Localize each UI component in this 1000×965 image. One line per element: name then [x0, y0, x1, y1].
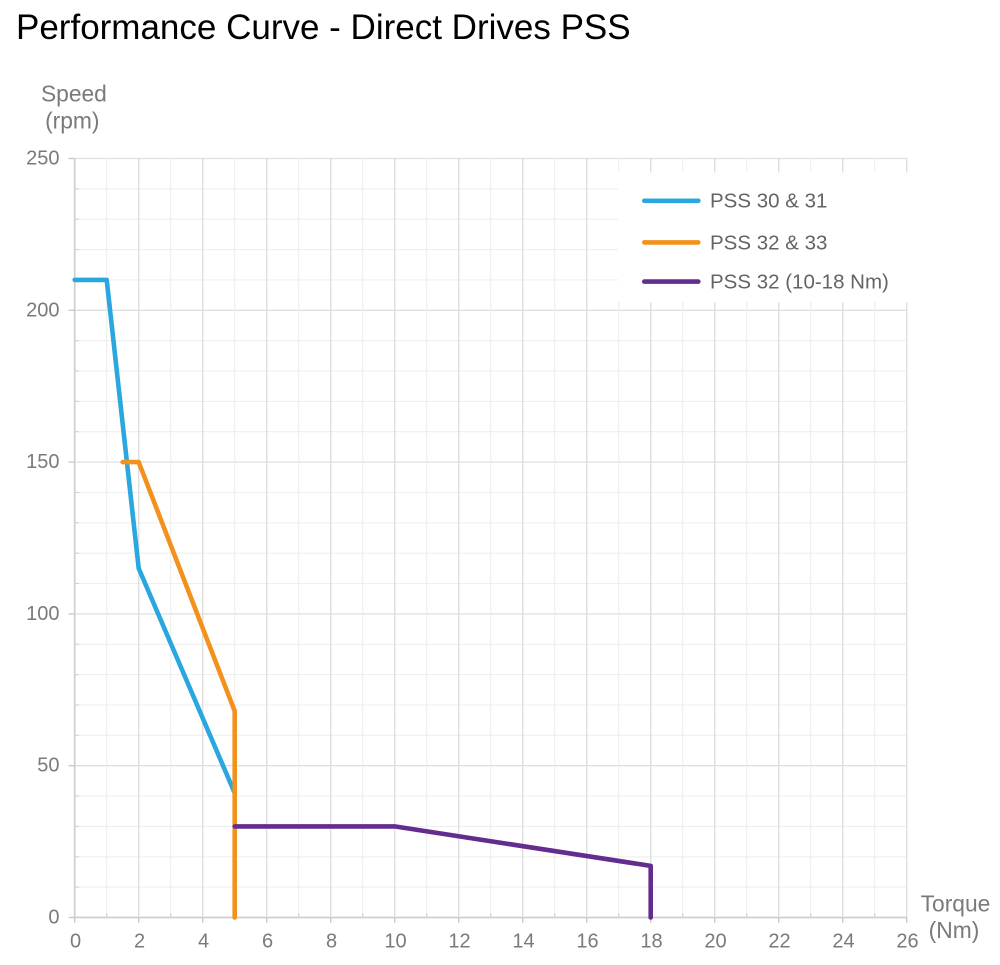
svg-text:(rpm): (rpm) — [45, 108, 99, 134]
svg-text:6: 6 — [262, 931, 273, 953]
svg-text:100: 100 — [26, 603, 59, 625]
svg-text:PSS 32 (10-18 Nm): PSS 32 (10-18 Nm) — [710, 271, 889, 294]
svg-text:Torque: Torque — [921, 890, 991, 916]
svg-text:12: 12 — [448, 931, 470, 953]
svg-text:22: 22 — [768, 931, 790, 953]
svg-text:4: 4 — [198, 931, 209, 953]
svg-text:PSS 30 & 31: PSS 30 & 31 — [710, 190, 827, 213]
svg-text:0: 0 — [48, 907, 59, 929]
svg-text:16: 16 — [576, 931, 598, 953]
svg-text:20: 20 — [704, 931, 726, 953]
svg-text:200: 200 — [26, 299, 59, 321]
svg-text:Performance Curve - Direct Dri: Performance Curve - Direct Drives PSS — [16, 8, 631, 47]
svg-text:Speed: Speed — [41, 80, 107, 106]
svg-text:250: 250 — [26, 148, 59, 170]
svg-text:8: 8 — [326, 931, 337, 953]
svg-text:150: 150 — [26, 451, 59, 473]
svg-text:50: 50 — [37, 755, 59, 777]
svg-text:14: 14 — [512, 931, 534, 953]
svg-text:18: 18 — [640, 931, 662, 953]
svg-text:26: 26 — [896, 931, 918, 953]
svg-text:(Nm): (Nm) — [929, 917, 980, 943]
svg-text:0: 0 — [70, 931, 81, 953]
svg-text:PSS 32 & 33: PSS 32 & 33 — [710, 231, 827, 254]
svg-text:2: 2 — [134, 931, 145, 953]
svg-text:10: 10 — [384, 931, 406, 953]
svg-text:24: 24 — [832, 931, 854, 953]
